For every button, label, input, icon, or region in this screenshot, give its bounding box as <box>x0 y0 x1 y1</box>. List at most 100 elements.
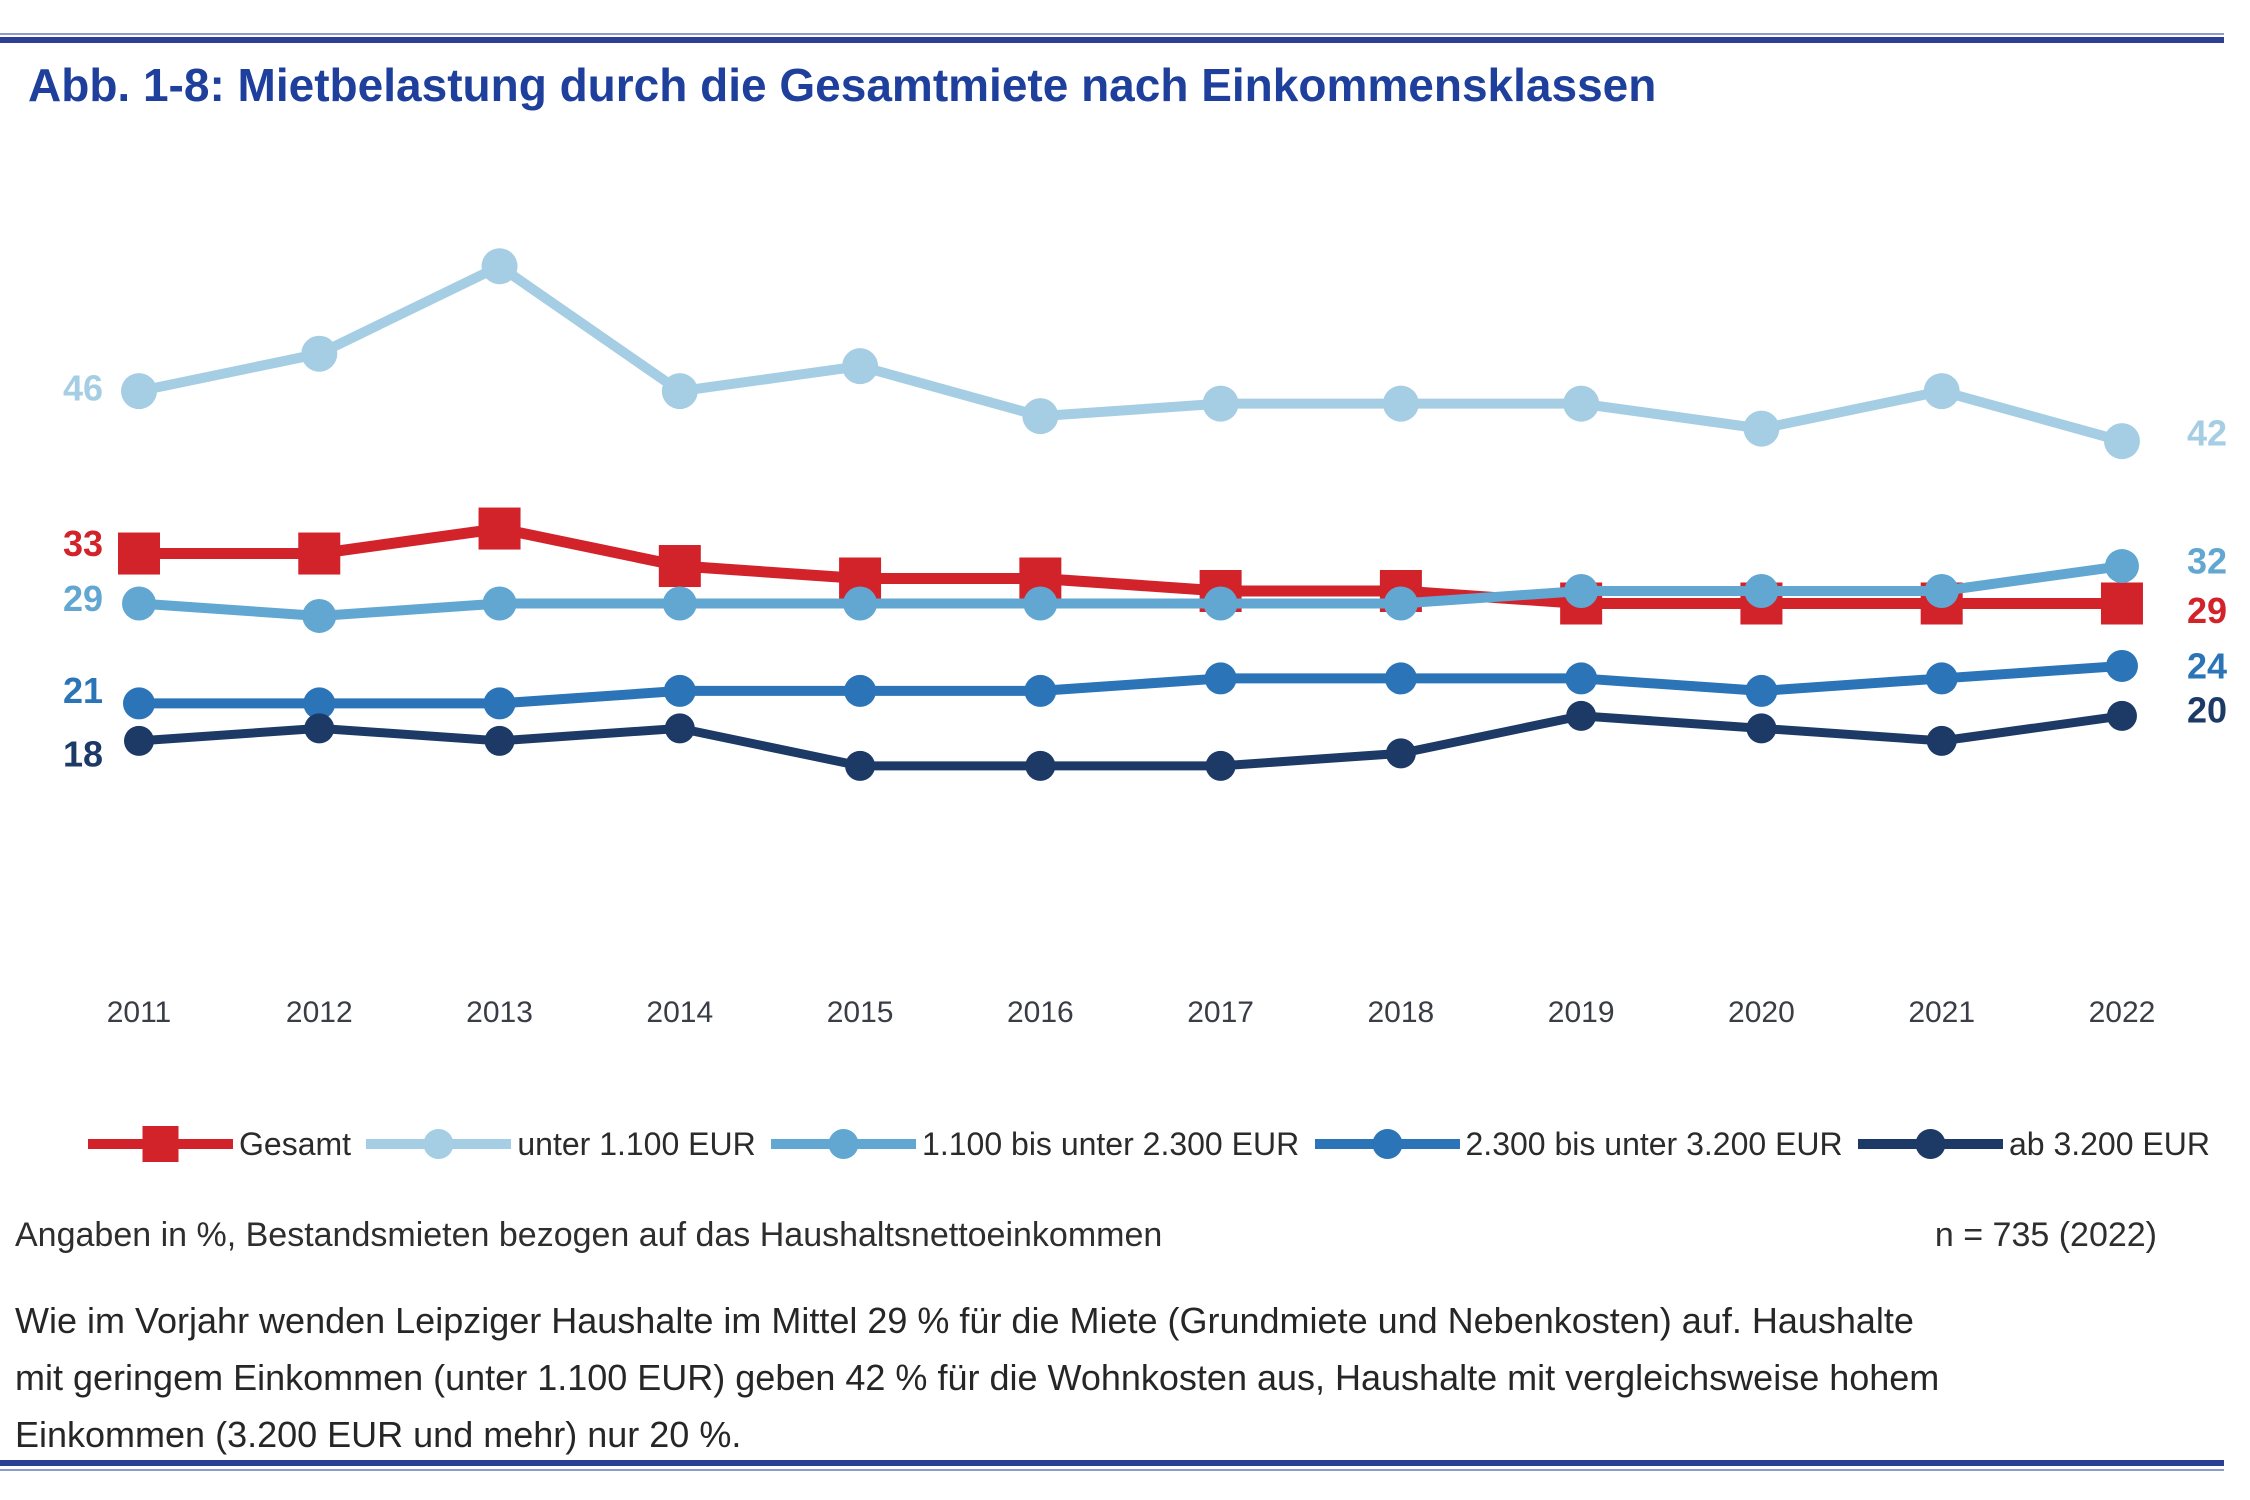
x-tick-2019: 2019 <box>1548 996 1615 1029</box>
data-point-ab-3-200-eur-2018 <box>1385 738 1416 769</box>
legend-label-1-100-bis-unter-2-300-eur: 1.100 bis unter 2.300 EUR <box>922 1125 1300 1162</box>
data-point-2-300-bis-unter-3-200-eur-2021 <box>1925 662 1958 695</box>
data-point-1-100-bis-unter-2-300-eur-2017 <box>1203 586 1238 621</box>
legend-label-unter-1-100-eur: unter 1.100 EUR <box>517 1125 756 1162</box>
series-line-ab-3-200-eur <box>138 711 2123 771</box>
x-tick-2017: 2017 <box>1187 996 1254 1029</box>
data-point-gesamt-2022 <box>2100 582 2143 625</box>
data-point-1-100-bis-unter-2-300-eur-2016 <box>1023 586 1058 621</box>
page-title: Abb. 1-8: Mietbelastung durch die Gesamt… <box>28 59 1657 111</box>
footnote-sample-size: n = 735 (2022) <box>1934 1216 2157 1254</box>
x-tick-2011: 2011 <box>107 996 172 1029</box>
series-line-1-100-bis-unter-2-300-eur <box>138 561 2123 621</box>
data-point-ab-3-200-eur-2016 <box>1025 750 1056 781</box>
data-point-unter-1-100-eur-2011 <box>121 373 157 410</box>
value-label-right-1-100-bis-unter-2-300-eur: 32 <box>2187 541 2227 582</box>
legend-label-gesamt: Gesamt <box>239 1125 352 1162</box>
data-point-1-100-bis-unter-2-300-eur-2013 <box>482 586 517 621</box>
data-point-1-100-bis-unter-2-300-eur-2020 <box>1744 574 1779 608</box>
x-tick-2022: 2022 <box>2089 996 2156 1029</box>
data-point-unter-1-100-eur-2021 <box>1923 373 1960 410</box>
data-point-unter-1-100-eur-2022 <box>2103 423 2140 460</box>
x-tick-2015: 2015 <box>827 996 894 1029</box>
data-point-unter-1-100-eur-2012 <box>301 335 338 372</box>
data-point-2-300-bis-unter-3-200-eur-2016 <box>1024 674 1057 707</box>
data-point-2-300-bis-unter-3-200-eur-2014 <box>663 674 696 707</box>
data-point-gesamt-2014 <box>658 545 701 588</box>
data-point-2-300-bis-unter-3-200-eur-2019 <box>1565 662 1598 695</box>
data-point-2-300-bis-unter-3-200-eur-2015 <box>844 674 877 707</box>
x-tick-2018: 2018 <box>1368 996 1435 1029</box>
data-point-2-300-bis-unter-3-200-eur-2017 <box>1204 662 1237 695</box>
data-point-ab-3-200-eur-2019 <box>1566 700 1597 731</box>
data-point-1-100-bis-unter-2-300-eur-2021 <box>1924 574 1959 608</box>
data-point-2-300-bis-unter-3-200-eur-2020 <box>1745 674 1778 707</box>
chart-legend: Gesamt unter 1.100 EUR 1.100 bis unter 2.3… <box>88 1112 2210 1176</box>
data-point-ab-3-200-eur-2013 <box>484 725 515 756</box>
x-tick-2020: 2020 <box>1728 996 1795 1029</box>
data-point-1-100-bis-unter-2-300-eur-2014 <box>662 586 697 621</box>
data-point-unter-1-100-eur-2014 <box>661 373 698 410</box>
top-rule-light <box>0 33 2224 35</box>
legend-marker-ab-3-200-eur-icon <box>1857 1129 2003 1159</box>
data-point-ab-3-200-eur-2012 <box>304 713 335 744</box>
summary-paragraph: Wie im Vorjahr wenden Leipziger Haushalt… <box>15 1300 1940 1455</box>
data-point-1-100-bis-unter-2-300-eur-2018 <box>1383 586 1418 621</box>
data-point-ab-3-200-eur-2022 <box>2106 700 2137 731</box>
x-tick-2021: 2021 <box>1908 996 1975 1029</box>
data-point-ab-3-200-eur-2021 <box>1926 725 1957 756</box>
series-line-gesamt <box>139 523 2122 609</box>
value-label-right-ab-3-200-eur: 20 <box>2187 689 2227 730</box>
value-label-left-1-100-bis-unter-2-300-eur: 29 <box>63 578 103 619</box>
top-rule-dark <box>0 37 2224 43</box>
data-point-1-100-bis-unter-2-300-eur-2015 <box>843 586 878 621</box>
bottom-rule-dark <box>0 1460 2224 1466</box>
legend-item-ab-3-200-eur: ab 3.200 EUR <box>1857 1121 2210 1167</box>
x-tick-2016: 2016 <box>1007 996 1074 1029</box>
data-point-gesamt-2011 <box>118 532 160 575</box>
value-label-right-unter-1-100-eur: 42 <box>2187 413 2227 454</box>
data-point-unter-1-100-eur-2020 <box>1743 410 1780 447</box>
data-point-1-100-bis-unter-2-300-eur-2022 <box>2104 549 2139 584</box>
data-point-2-300-bis-unter-3-200-eur-2013 <box>483 687 516 720</box>
legend-item-unter-1-100-eur: unter 1.100 EUR <box>366 1121 756 1167</box>
data-point-2-300-bis-unter-3-200-eur-2018 <box>1384 662 1417 695</box>
legend-marker-2-300-bis-unter-3-200-eur-icon <box>1314 1129 1460 1159</box>
data-point-2-300-bis-unter-3-200-eur-2022 <box>2105 649 2138 682</box>
value-label-left-unter-1-100-eur: 46 <box>63 368 103 409</box>
data-point-gesamt-2013 <box>478 507 521 550</box>
legend-item-2-300-bis-unter-3-200-eur: 2.300 bis unter 3.200 EUR <box>1314 1121 1843 1167</box>
data-point-1-100-bis-unter-2-300-eur-2011 <box>122 586 156 621</box>
data-point-ab-3-200-eur-2014 <box>664 713 695 744</box>
legend-label-ab-3-200-eur: ab 3.200 EUR <box>2008 1125 2210 1162</box>
value-label-right-2-300-bis-unter-3-200-eur: 24 <box>2187 645 2227 686</box>
data-point-unter-1-100-eur-2013 <box>481 248 518 285</box>
data-point-unter-1-100-eur-2016 <box>1022 398 1059 435</box>
data-point-ab-3-200-eur-2011 <box>124 725 154 756</box>
data-point-1-100-bis-unter-2-300-eur-2019 <box>1564 574 1599 608</box>
data-point-gesamt-2012 <box>298 532 341 575</box>
legend-label-2-300-bis-unter-3-200-eur: 2.300 bis unter 3.200 EUR <box>1465 1125 1843 1162</box>
legend-marker-1-100-bis-unter-2-300-eur-icon <box>771 1129 917 1159</box>
data-point-ab-3-200-eur-2020 <box>1746 713 1777 744</box>
data-point-unter-1-100-eur-2017 <box>1202 385 1239 422</box>
x-tick-2014: 2014 <box>646 996 713 1029</box>
data-point-ab-3-200-eur-2017 <box>1205 750 1236 781</box>
data-point-2-300-bis-unter-3-200-eur-2012 <box>303 687 336 720</box>
series-line-2-300-bis-unter-3-200-eur <box>139 660 2123 709</box>
data-point-2-300-bis-unter-3-200-eur-2011 <box>123 687 155 720</box>
value-label-right-gesamt: 29 <box>2187 590 2227 631</box>
value-label-left-ab-3-200-eur: 18 <box>63 733 103 774</box>
legend-item-1-100-bis-unter-2-300-eur: 1.100 bis unter 2.300 EUR <box>771 1121 1299 1167</box>
data-point-1-100-bis-unter-2-300-eur-2012 <box>302 598 337 633</box>
bottom-rule-light <box>0 1469 2224 1471</box>
data-point-unter-1-100-eur-2015 <box>842 348 879 385</box>
x-tick-2013: 2013 <box>466 996 533 1029</box>
legend-marker-unter-1-100-eur-icon <box>366 1129 512 1159</box>
x-tick-2012: 2012 <box>286 996 353 1029</box>
legend-item-gesamt: Gesamt <box>88 1121 351 1167</box>
footnote-units: Angaben in %, Bestandsmieten bezogen auf… <box>15 1216 1163 1254</box>
line-chart: 33 29 46 42 29 32 21 24 18 20 2011 2012 2013 2014 2015… <box>63 248 2227 1029</box>
value-label-left-2-300-bis-unter-3-200-eur: 21 <box>63 670 103 711</box>
